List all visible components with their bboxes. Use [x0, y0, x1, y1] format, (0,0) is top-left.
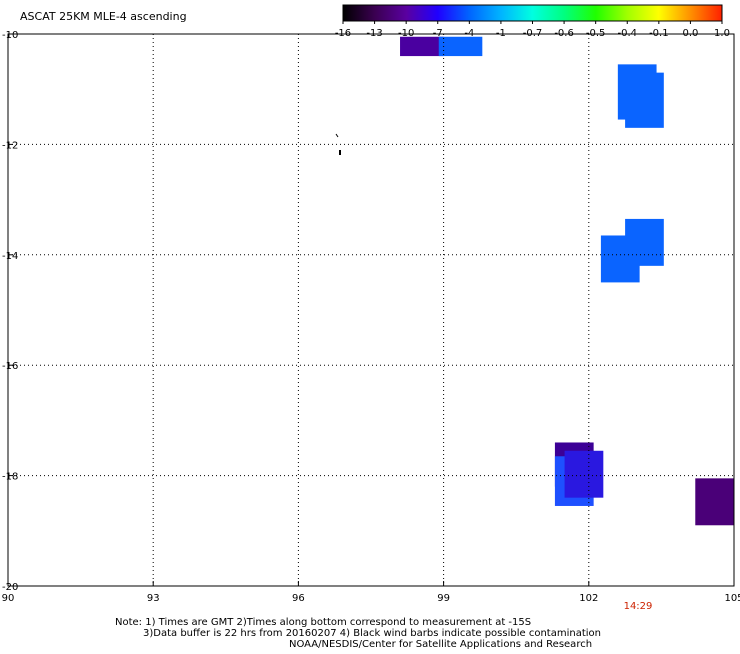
swath-cell: [695, 478, 734, 526]
x-tick-label: 102: [579, 593, 598, 604]
swath-cell: [438, 36, 483, 57]
time-label: 14:29: [624, 601, 653, 612]
y-axis-ticks: -10 -12 -14 -16 -18 -20: [2, 30, 18, 593]
x-tick-label: 90: [2, 593, 15, 604]
map-title: ASCAT 25KM MLE-4 ascending: [20, 10, 187, 23]
swath-cell: [625, 72, 664, 128]
wind-barb-marks: [335, 133, 341, 155]
swath-cell: [564, 450, 604, 498]
y-tick-label: -18: [2, 472, 18, 483]
note-line-3: NOAA/NESDIS/Center for Satellite Applica…: [289, 639, 592, 650]
x-tick-label: 99: [437, 593, 450, 604]
x-tick-label: 105: [724, 593, 740, 604]
x-axis-ticks: 90 93 96 99 102 105: [2, 581, 740, 604]
y-tick-label: -14: [2, 251, 18, 262]
y-tick-label: -10: [2, 30, 18, 41]
note-line-1: Note: 1) Times are GMT 2)Times along bot…: [115, 617, 531, 628]
grid-lines: [8, 34, 734, 586]
swath-layer: [400, 36, 734, 526]
x-tick-label: 96: [292, 593, 305, 604]
y-tick-label: -16: [2, 361, 18, 372]
y-tick-label: -12: [2, 140, 18, 151]
x-tick-label: 93: [147, 593, 160, 604]
y-tick-label: -20: [2, 582, 18, 593]
swath-cell: [625, 218, 664, 266]
plot-area: 90 93 96 99 102 105 -10 -12 -14 -16 -18 -20: [2, 30, 740, 604]
swath-cell: [400, 36, 444, 57]
plot-frame: [7, 33, 735, 587]
note-line-2: 3)Data buffer is 22 hrs from 20160207 4)…: [143, 628, 601, 639]
colorbar-gradient: [342, 4, 723, 22]
